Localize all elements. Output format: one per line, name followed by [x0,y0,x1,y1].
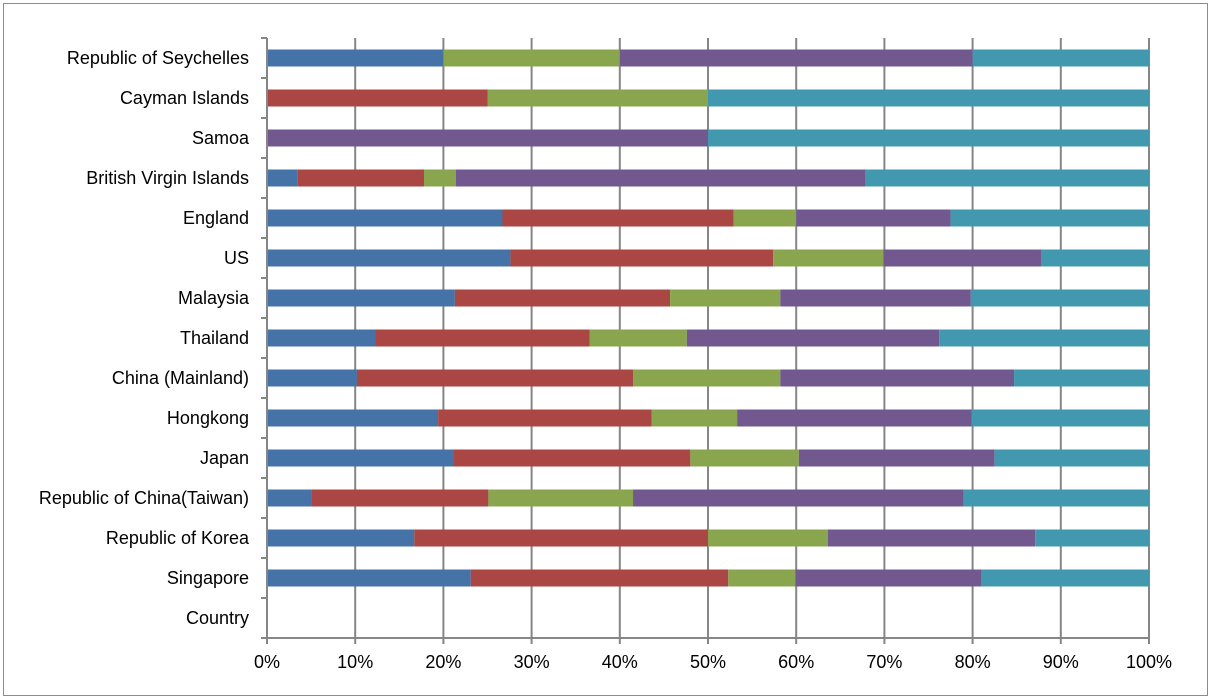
bar-segment [728,569,796,587]
bar-segment [972,49,1149,67]
category-label: British Virgin Islands [86,168,249,188]
bar-segment [864,169,1149,187]
category-label: Republic of Korea [106,528,250,548]
bar-segment [267,49,444,67]
bar-segment [487,89,708,107]
bar-segment [267,369,357,387]
bar-segment [733,209,797,227]
bar-segment [971,409,1149,427]
x-tick-label: 40% [602,652,638,672]
bar-segment [510,249,774,267]
bar-segment [267,129,708,147]
bar-segment [311,489,489,507]
bar-segment [267,89,488,107]
bar-segment [267,409,439,427]
bar-segment [651,409,738,427]
bar-segment [356,369,634,387]
category-label: Cayman Islands [120,88,249,108]
category-label: Thailand [180,328,249,348]
bar-segment [488,489,634,507]
bar-segment [414,529,708,547]
bar-segment [773,249,884,267]
bar-segment [686,329,940,347]
bar-segment [737,409,972,427]
bar-segment [267,169,298,187]
x-tick-label: 70% [866,652,902,672]
category-label: US [224,248,249,268]
bar-segment [423,169,456,187]
bar-segment [267,209,503,227]
bar-segment [1014,369,1149,387]
x-tick-label: 20% [425,652,461,672]
bar-segment [297,169,424,187]
bar-segment [708,529,828,547]
bar-segment [963,489,1149,507]
bar-segment [708,89,1149,107]
bar-segment [670,289,781,307]
category-label: Malaysia [178,288,250,308]
bar-segment [267,289,455,307]
x-tick-label: 100% [1126,652,1172,672]
bar-segment [455,169,865,187]
bar-segment [267,489,312,507]
bar-segment [883,249,1042,267]
x-tick-label: 50% [690,652,726,672]
bar-segment [267,449,454,467]
bar-segment [470,569,729,587]
bar-segment [633,369,781,387]
bar-segment [1035,529,1149,547]
category-label: Samoa [192,128,250,148]
bar-segment [267,529,415,547]
bar-segment [267,249,511,267]
category-labels: Republic of Seychelles Cayman Islands Samo… [39,48,250,628]
category-label: Singapore [167,568,249,588]
bar-segment [438,409,652,427]
bar-segment [994,449,1149,467]
x-tick-label: 90% [1043,652,1079,672]
category-label: Hongkong [167,408,249,428]
bar-segment [502,209,734,227]
category-label: China (Mainland) [112,368,249,388]
bar-segment [1041,249,1149,267]
bar-segment [780,369,1015,387]
category-label: Japan [200,448,249,468]
bar-segment [633,489,964,507]
x-tick-label: 30% [514,652,550,672]
x-tick-label: 0% [254,652,280,672]
bar-segment [795,569,982,587]
bar-segment [619,49,973,67]
bar-segment [981,569,1149,587]
category-label: Country [186,608,249,628]
bar-segment [796,209,951,227]
bar-segment [443,49,620,67]
x-tick-label: 60% [778,652,814,672]
bar-segment [589,329,687,347]
bar-segment [970,289,1149,307]
x-tick-label: 80% [955,652,991,672]
category-label: Republic of Seychelles [67,48,249,68]
bar-segment [453,449,691,467]
bar-segment [267,329,376,347]
bar-segment [690,449,799,467]
category-label: Republic of China(Taiwan) [39,488,249,508]
bar-segment [375,329,590,347]
axes [261,37,1150,644]
x-tick-labels: 0% 10% 20% 30% 40% 50% 60% 70% 80% 90% 100% [254,652,1172,672]
bar-segment [780,289,971,307]
bar-segment [708,129,1149,147]
x-tick-label: 10% [337,652,373,672]
bar-segment [950,209,1149,227]
bar-segment [939,329,1149,347]
bar-series [267,49,1149,587]
chart-frame: Republic of Seychelles Cayman Islands Samo… [3,3,1208,696]
bar-segment [798,449,995,467]
bar-segment [454,289,671,307]
chart-svg: Republic of Seychelles Cayman Islands Samo… [39,37,1172,672]
bar-segment [267,569,471,587]
bar-segment [827,529,1036,547]
category-label: England [183,208,249,228]
